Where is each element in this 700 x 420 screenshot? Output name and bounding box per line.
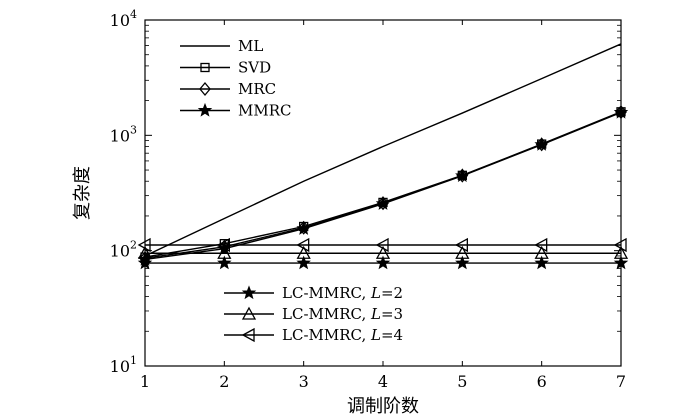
y-tick-exponent: 1: [130, 354, 137, 367]
data-point: [217, 245, 232, 259]
x-tick-label: 7: [616, 372, 626, 391]
y-tick-exponent: 2: [130, 239, 137, 252]
data-point: [613, 104, 629, 119]
data-point: [455, 168, 470, 183]
data-point: [534, 255, 549, 270]
legend-marker: [197, 102, 213, 117]
data-point: [613, 255, 629, 270]
legend-label: LC-MMRC, L=3: [282, 305, 403, 323]
data-point: [375, 196, 391, 210]
y-tick-label: 102: [110, 239, 137, 261]
data-point: [534, 137, 549, 151]
x-axis-ticks: 1 2 3 4 5 6 7: [140, 20, 626, 391]
data-point: [455, 245, 470, 259]
series-line: [144, 111, 622, 258]
series-mrc: [139, 105, 627, 266]
y-tick-base: 10: [110, 242, 130, 261]
x-tick-label: 1: [140, 372, 150, 391]
data-point: [534, 245, 549, 259]
x-axis-title: 调制阶数: [347, 396, 419, 417]
legend-label: SVD: [238, 59, 271, 77]
legend-top-left: ML SVD MRC MMRC: [180, 37, 292, 120]
legend-marker: [241, 327, 255, 343]
legend-label-main: LC-MMRC,: [282, 284, 371, 302]
data-point: [297, 220, 310, 235]
series-line: [144, 111, 622, 259]
legend-label-value: =3: [381, 305, 403, 323]
y-tick-label: 104: [110, 8, 137, 30]
data-point: [296, 237, 310, 253]
y-tick-base: 10: [110, 126, 130, 145]
y-tick-exponent: 3: [130, 123, 137, 136]
data-point: [137, 255, 153, 270]
data-point: [217, 255, 232, 270]
data-point: [296, 255, 311, 270]
legend-label-variable: L: [370, 326, 381, 344]
y-axis-title: 复杂度: [72, 166, 93, 220]
x-tick-label: 5: [457, 372, 467, 391]
legend-label-variable: L: [370, 284, 381, 302]
series-line: [144, 43, 622, 257]
data-point: [534, 237, 548, 253]
legend-marker: [241, 285, 257, 300]
legend-label: ML: [238, 37, 263, 55]
legend-label-value: =4: [381, 326, 403, 344]
data-point: [296, 221, 311, 235]
y-tick-base: 10: [110, 11, 130, 30]
data-point: [137, 245, 153, 259]
data-point: [613, 245, 629, 259]
legend-label: LC-MMRC, L=2: [282, 284, 403, 302]
legend-label-main: LC-MMRC,: [282, 305, 371, 323]
data-point: [375, 245, 391, 259]
data-point: [613, 237, 627, 253]
x-tick-label: 6: [537, 372, 547, 391]
legend-marker: [200, 62, 210, 73]
legend-label-value: =2: [381, 284, 403, 302]
legend-label-variable: L: [370, 305, 381, 323]
data-point: [137, 237, 151, 253]
series-line: [144, 111, 622, 261]
data-point: [375, 255, 391, 270]
series-lc-mmrc-l-2: [137, 255, 629, 270]
data-point: [216, 237, 230, 253]
x-tick-label: 2: [219, 372, 229, 391]
y-tick-exponent: 4: [130, 8, 137, 21]
series-svd: [140, 107, 626, 262]
series-mmrc: [137, 104, 629, 266]
y-tick-label: 101: [110, 354, 137, 376]
series-lc-mmrc-l-3: [137, 245, 629, 259]
y-tick-base: 10: [110, 357, 130, 376]
series-layer: [137, 43, 629, 270]
legend-label: MMRC: [238, 102, 292, 120]
legend-marker: [199, 81, 211, 97]
legend-label: LC-MMRC, L=4: [282, 326, 403, 344]
series-lc-mmrc-l-4: [137, 237, 627, 253]
x-tick-label: 4: [378, 372, 388, 391]
data-point: [454, 237, 468, 253]
data-point: [296, 245, 311, 259]
data-point: [377, 196, 389, 211]
x-tick-label: 3: [299, 372, 309, 391]
series-ml: [144, 43, 622, 257]
data-point: [375, 237, 389, 253]
legend-label-main: LC-MMRC,: [282, 326, 371, 344]
y-tick-label: 103: [110, 123, 137, 145]
legend-marker: [241, 306, 257, 320]
data-point: [455, 255, 470, 270]
legend-bottom: LC-MMRC, L=2LC-MMRC, L=3LC-MMRC, L=4: [224, 284, 403, 344]
legend-label: MRC: [238, 80, 276, 98]
